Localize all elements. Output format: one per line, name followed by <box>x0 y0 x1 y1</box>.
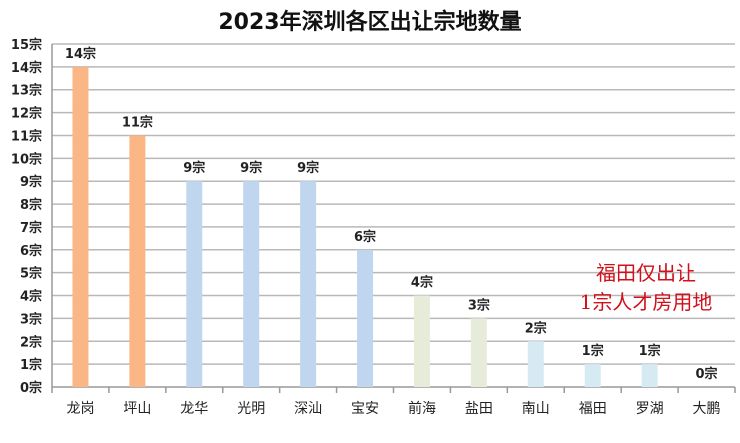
bar <box>413 295 430 387</box>
annotation-line-2: 1宗人才房用地 <box>579 290 713 314</box>
x-tick-label: 罗湖 <box>636 401 664 417</box>
y-tick-label: 4宗 <box>20 289 42 305</box>
chart-title: 2023年深圳各区出让宗地数量 <box>218 10 522 35</box>
x-tick-label: 福田 <box>579 401 607 417</box>
x-tick-label: 坪山 <box>123 401 151 417</box>
y-tick-label: 1宗 <box>20 357 42 373</box>
x-tick-label: 前海 <box>408 400 436 417</box>
data-label: 2宗 <box>525 320 547 336</box>
y-tick-label: 0宗 <box>20 380 42 396</box>
bar <box>300 181 317 387</box>
data-label: 11宗 <box>122 114 153 130</box>
data-label: 0宗 <box>696 366 718 382</box>
data-label: 1宗 <box>639 343 661 359</box>
y-tick-label: 3宗 <box>20 311 42 327</box>
y-tick-label: 6宗 <box>20 243 42 259</box>
y-tick-label: 13宗 <box>11 83 42 99</box>
y-tick-label: 5宗 <box>20 266 42 282</box>
y-tick-label: 9宗 <box>20 174 42 190</box>
bar <box>641 364 658 387</box>
x-tick-label: 光明 <box>237 401 265 417</box>
bar <box>584 364 601 387</box>
y-tick-label: 8宗 <box>20 197 42 213</box>
y-tick-label: 11宗 <box>11 128 42 144</box>
bar <box>470 318 487 387</box>
y-tick-label: 2宗 <box>20 334 42 350</box>
x-tick-label: 盐田 <box>465 401 493 417</box>
bar <box>527 341 544 387</box>
data-label: 3宗 <box>468 297 490 313</box>
x-tick-label: 南山 <box>522 401 550 417</box>
x-tick-label: 深汕 <box>294 401 322 417</box>
data-label: 9宗 <box>183 160 205 176</box>
bar <box>129 135 146 387</box>
data-label: 4宗 <box>411 275 433 291</box>
y-tick-label: 15宗 <box>11 37 42 53</box>
data-label: 6宗 <box>354 229 376 245</box>
x-tick-label: 宝安 <box>351 401 379 417</box>
bar <box>72 66 89 387</box>
y-tick-label: 14宗 <box>11 60 42 76</box>
annotation-line-1: 福田仅出让 <box>596 261 696 285</box>
y-tick-label: 12宗 <box>11 106 42 122</box>
x-tick-label: 龙华 <box>180 401 208 417</box>
data-label: 9宗 <box>240 160 262 176</box>
bar <box>186 181 203 387</box>
bar <box>243 181 260 387</box>
x-tick-label: 龙岗 <box>66 401 94 417</box>
data-label: 14宗 <box>65 46 96 62</box>
y-tick-label: 7宗 <box>20 220 42 236</box>
x-tick-label: 大鹏 <box>693 401 721 417</box>
y-tick-label: 10宗 <box>11 151 42 167</box>
data-label: 9宗 <box>297 160 319 176</box>
annotation: 福田仅出让 1宗人才房用地 <box>556 259 736 317</box>
bar <box>357 249 374 387</box>
data-label: 1宗 <box>582 343 604 359</box>
